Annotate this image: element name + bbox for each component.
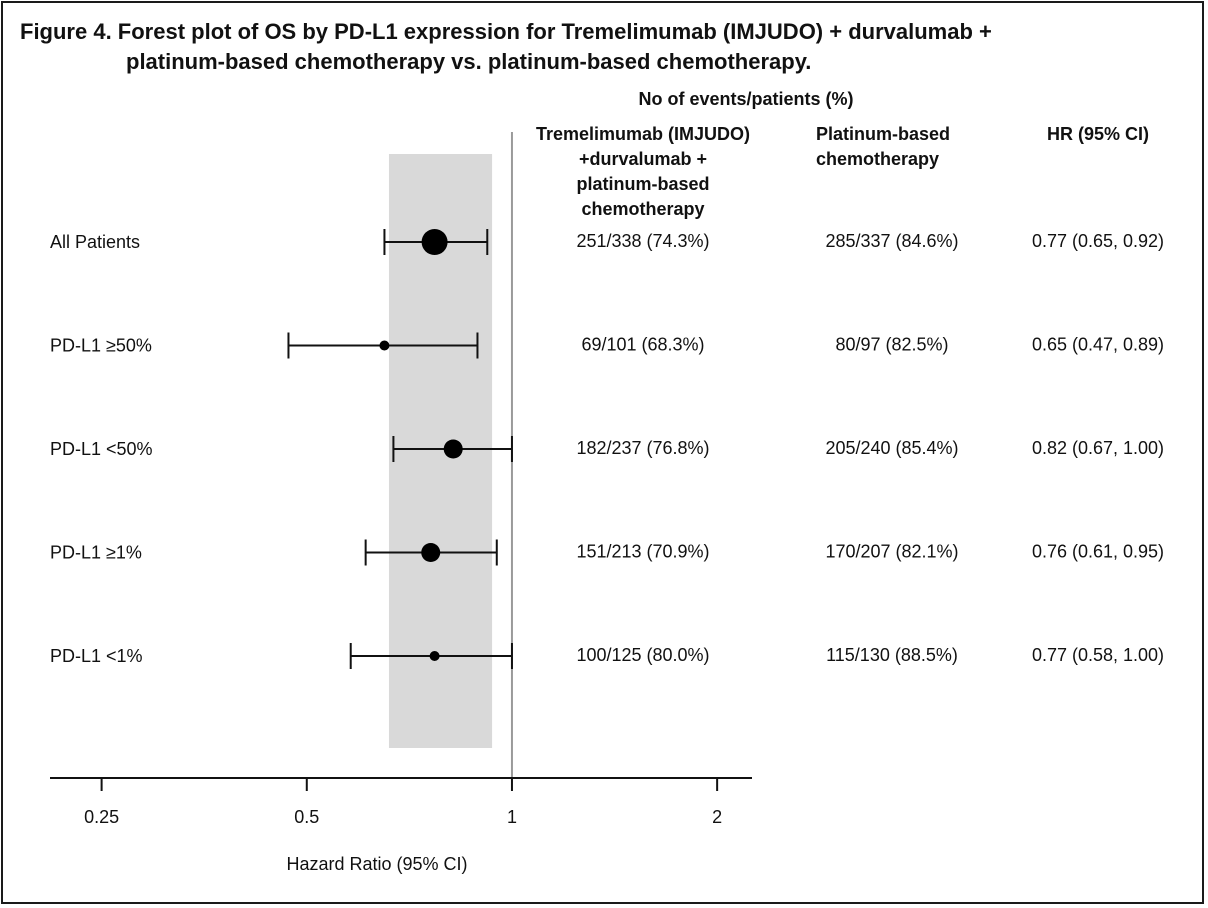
control-header-line-1: Platinum-based [816, 124, 950, 144]
control-events: 170/207 (82.1%) [825, 542, 958, 562]
treatment-header-line-1: Tremelimumab (IMJUDO) [536, 124, 750, 144]
row-label: PD-L1 ≥50% [50, 336, 152, 356]
hr-point [421, 229, 448, 255]
x-tick-label: 1 [507, 807, 517, 827]
x-tick-label: 0.5 [294, 807, 319, 827]
treatment-header-line-3: platinum-based [576, 174, 709, 194]
row-label: All Patients [50, 232, 140, 252]
hr-ci-value: 0.82 (0.67, 1.00) [1032, 438, 1164, 458]
hr-point [379, 340, 390, 351]
hr-ci-value: 0.77 (0.58, 1.00) [1032, 645, 1164, 665]
control-events: 285/337 (84.6%) [825, 231, 958, 251]
treatment-header-line-2: +durvalumab + [579, 149, 707, 169]
hr-point [443, 439, 463, 459]
control-header-line-2: chemotherapy [816, 149, 939, 169]
figure-title-line-1: Figure 4. Forest plot of OS by PD-L1 exp… [20, 19, 992, 44]
control-events: 205/240 (85.4%) [825, 438, 958, 458]
x-tick-label: 2 [712, 807, 722, 827]
x-tick-label: 0.25 [84, 807, 119, 827]
x-axis-title: Hazard Ratio (95% CI) [286, 854, 467, 874]
hr-ci-value: 0.76 (0.61, 0.95) [1032, 542, 1164, 562]
row-label: PD-L1 <1% [50, 646, 143, 666]
hr-ci-value: 0.65 (0.47, 0.89) [1032, 335, 1164, 355]
hr-point [421, 543, 441, 562]
row-label: PD-L1 ≥1% [50, 543, 142, 563]
treatment-events: 100/125 (80.0%) [576, 645, 709, 665]
treatment-events: 151/213 (70.9%) [576, 542, 709, 562]
events-header: No of events/patients (%) [638, 89, 853, 109]
figure-title-line-2: platinum-based chemotherapy vs. platinum… [126, 49, 811, 74]
treatment-events: 251/338 (74.3%) [576, 231, 709, 251]
hr-header: HR (95% CI) [1047, 124, 1149, 144]
row-label: PD-L1 <50% [50, 439, 153, 459]
hr-ci-value: 0.77 (0.65, 0.92) [1032, 231, 1164, 251]
hr-point [429, 651, 440, 661]
control-events: 115/130 (88.5%) [826, 645, 958, 665]
treatment-events: 69/101 (68.3%) [581, 335, 704, 355]
treatment-events: 182/237 (76.8%) [576, 438, 709, 458]
treatment-header-line-4: chemotherapy [581, 199, 704, 219]
control-events: 80/97 (82.5%) [835, 335, 948, 355]
